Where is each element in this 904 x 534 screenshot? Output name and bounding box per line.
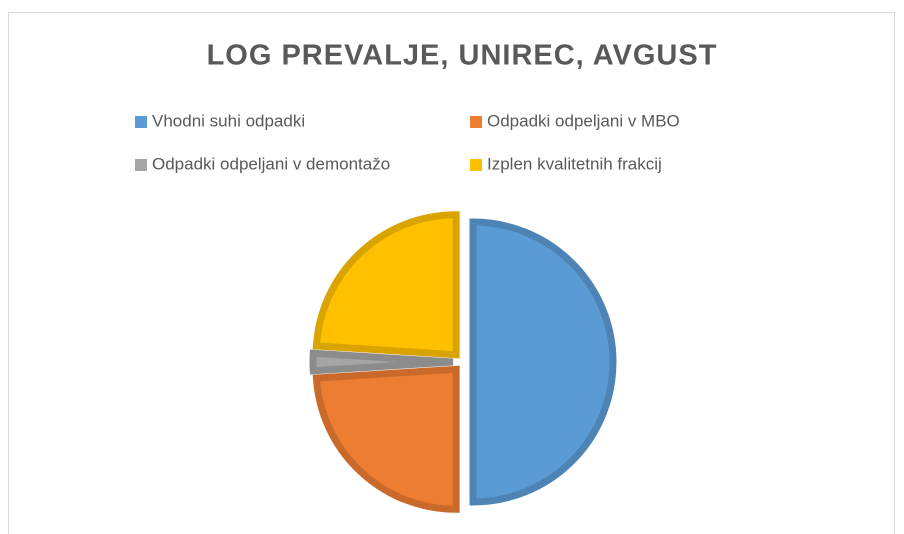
pie-slice [312,365,460,513]
pie-slice [312,211,460,359]
legend-label: Vhodni suhi odpadki [152,111,305,130]
legend-label: Izplen kvalitetnih frakcij [487,154,662,173]
legend-swatch [470,116,482,128]
legend-label: Odpadki odpeljani v MBO [487,111,680,130]
pie-slice [469,218,617,506]
legend-swatch [135,159,147,171]
chart-title: LOG PREVALJE, UNIREC, AVGUST [207,40,718,72]
legend-swatch [470,159,482,171]
pie-slice [309,349,454,375]
legend-label: Odpadki odpeljani v demontažo [152,154,390,173]
legend-swatch [135,116,147,128]
